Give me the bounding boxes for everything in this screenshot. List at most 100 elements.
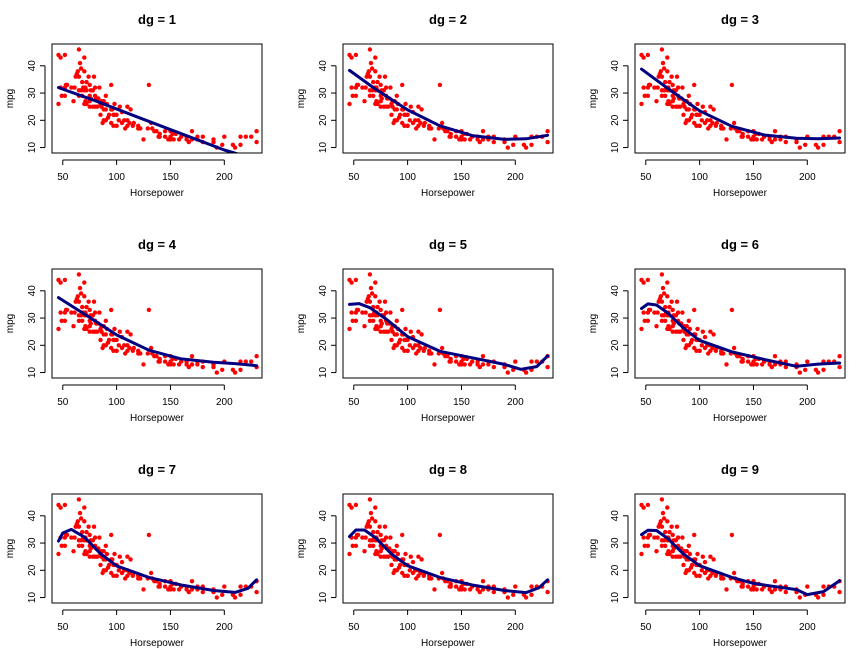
data-points — [56, 47, 259, 150]
data-point — [805, 584, 810, 589]
data-point — [64, 307, 70, 313]
data-point — [448, 359, 453, 364]
fit-line — [57, 86, 240, 153]
data-point — [189, 579, 195, 584]
data-point — [98, 562, 103, 568]
data-point — [69, 310, 74, 315]
data-point — [669, 524, 674, 529]
data-points — [639, 497, 842, 600]
data-point — [186, 364, 191, 370]
data-point — [103, 107, 109, 112]
data-point — [62, 52, 68, 58]
data-point — [681, 112, 686, 118]
data-point — [353, 52, 359, 58]
data-point — [815, 145, 821, 150]
data-point — [708, 104, 713, 109]
data-point — [645, 52, 651, 58]
data-point — [378, 82, 383, 88]
data-point — [373, 519, 378, 524]
data-point — [200, 134, 205, 139]
data-point — [254, 139, 259, 145]
data-point — [408, 554, 413, 559]
data-point — [837, 139, 842, 145]
panel-title: dg = 3 — [721, 12, 759, 27]
panel-title: dg = 8 — [429, 462, 467, 477]
data-point — [116, 118, 122, 123]
fit-line — [640, 528, 842, 597]
data-point — [76, 74, 82, 79]
data-point — [75, 69, 81, 74]
data-point — [375, 304, 380, 310]
data-point — [545, 139, 550, 145]
data-point — [837, 129, 842, 134]
chart-panel-5: dg = 5 50 100 150 200 10 20 30 40 Horsepower mpg — [296, 237, 554, 424]
data-point — [724, 362, 729, 367]
data-point — [220, 142, 225, 147]
data-point — [670, 104, 675, 109]
data-point — [80, 79, 85, 85]
data-point — [480, 579, 486, 584]
data-point — [162, 359, 168, 364]
data-point — [87, 307, 92, 313]
data-point — [477, 139, 482, 145]
data-point — [700, 104, 705, 109]
data-point — [103, 93, 109, 99]
data-point — [362, 99, 367, 104]
data-point — [171, 587, 176, 592]
data-point — [641, 55, 646, 60]
data-point — [783, 589, 788, 595]
data-point — [62, 277, 68, 283]
fit-line — [348, 528, 550, 595]
data-point — [360, 535, 365, 540]
data-point — [403, 326, 408, 332]
data-point — [678, 554, 683, 559]
data-point — [480, 362, 486, 367]
data-point — [772, 587, 778, 592]
data-point — [675, 85, 681, 90]
x-tick-label: 200 — [799, 622, 816, 633]
y-tick-label: 20 — [610, 339, 621, 351]
data-point — [654, 324, 659, 329]
data-point — [373, 280, 378, 285]
data-point — [350, 93, 355, 99]
x-tick-label: 200 — [799, 172, 816, 183]
data-point — [658, 519, 663, 524]
data-point — [400, 82, 405, 88]
data-point — [805, 359, 810, 364]
data-point — [505, 370, 510, 375]
x-tick-label: 200 — [507, 172, 524, 183]
data-point — [56, 326, 61, 332]
data-point — [529, 359, 534, 364]
data-point — [76, 318, 82, 323]
data-point — [439, 570, 445, 576]
data-point — [491, 589, 496, 595]
data-point — [772, 137, 778, 142]
data-point — [170, 131, 175, 137]
data-point — [186, 589, 191, 595]
data-point — [678, 329, 683, 334]
data-point — [366, 69, 371, 74]
data-point — [729, 82, 735, 88]
data-point — [96, 96, 101, 101]
data-point — [667, 551, 672, 557]
data-point — [477, 364, 482, 370]
data-point — [803, 367, 808, 372]
data-point — [659, 74, 665, 79]
data-point — [138, 126, 143, 131]
data-point — [491, 139, 496, 145]
y-tick-label: 20 — [27, 339, 38, 351]
data-point — [377, 74, 382, 79]
data-point — [678, 104, 683, 109]
data-point — [416, 104, 421, 109]
data-point — [480, 129, 486, 134]
data-point — [92, 85, 98, 90]
data-point — [769, 139, 774, 145]
data-point — [545, 364, 550, 370]
data-point — [78, 66, 84, 71]
fit-line — [57, 527, 259, 594]
data-point — [386, 554, 391, 559]
data-point — [453, 134, 459, 139]
data-point — [360, 310, 365, 315]
data-point — [721, 126, 726, 131]
x-tick-label: 100 — [399, 397, 416, 408]
